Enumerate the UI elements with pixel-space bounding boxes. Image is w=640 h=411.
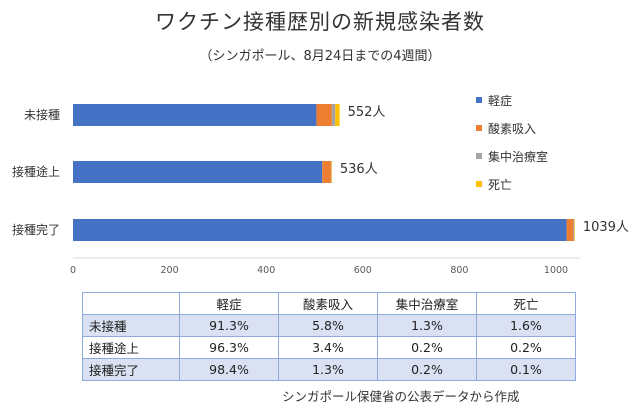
bar-segment	[573, 219, 575, 241]
legend-swatch	[476, 153, 482, 159]
total-data-label: 536人	[340, 162, 378, 177]
legend-label: 集中治療室	[488, 149, 549, 164]
table-header-cell: 酸素吸入	[278, 292, 378, 315]
breakdown-table: 軽症 酸素吸入 集中治療室 死亡 未接種 91.3% 5.8% 1.3% 1.6…	[82, 292, 576, 381]
table-cell: 0.2%	[476, 336, 576, 359]
table-cell: 1.3%	[377, 314, 477, 337]
table-cell: 3.4%	[278, 336, 378, 359]
table-row-label: 接種途上	[82, 336, 180, 359]
table-cell: 1.6%	[476, 314, 576, 337]
x-tick-label: 800	[450, 265, 468, 276]
y-category-label: 接種完了	[12, 222, 60, 237]
bar-segment	[73, 161, 323, 183]
table-header-cell: 死亡	[476, 292, 576, 315]
chart-subtitle: （シンガポール、8月24日までの4週間）	[199, 49, 441, 64]
bar-segment	[73, 104, 317, 126]
legend-swatch	[476, 125, 482, 131]
table-header-cell: 集中治療室	[377, 292, 477, 315]
bar-segment	[335, 104, 340, 126]
table-row: 接種完了 98.4% 1.3% 0.2% 0.1%	[82, 358, 576, 381]
legend-item-icu: 集中治療室	[476, 142, 548, 170]
table-cell: 91.3%	[179, 314, 279, 337]
x-tick-label: 1000	[544, 265, 568, 276]
y-category-label: 接種途上	[12, 164, 60, 179]
chart-title: ワクチン接種歴別の新規感染者数	[155, 10, 485, 34]
bar-segment	[73, 219, 567, 241]
table-cell: 5.8%	[278, 314, 378, 337]
legend-item-death: 死亡	[476, 170, 548, 198]
legend-item-mild: 軽症	[476, 86, 548, 114]
source-note: シンガポール保健省の公表データから作成	[282, 389, 520, 404]
table-cell: 0.2%	[377, 358, 477, 381]
table-row: 接種途上 96.3% 3.4% 0.2% 0.2%	[82, 336, 576, 359]
x-tick-label: 600	[354, 265, 372, 276]
table-header-row: 軽症 酸素吸入 集中治療室 死亡	[82, 292, 576, 315]
table-header-cell: 軽症	[179, 292, 279, 315]
table-row-label: 接種完了	[82, 358, 180, 381]
table-row: 未接種 91.3% 5.8% 1.3% 1.6%	[82, 314, 576, 337]
table-cell: 96.3%	[179, 336, 279, 359]
table-header-cell	[82, 292, 180, 315]
legend-swatch	[476, 97, 482, 103]
legend-label: 酸素吸入	[488, 121, 537, 136]
legend-item-oxygen: 酸素吸入	[476, 114, 548, 142]
legend-label: 軽症	[488, 93, 513, 108]
x-tick-label: 200	[161, 265, 179, 276]
bar-segment	[322, 161, 331, 183]
y-category-label: 未接種	[24, 107, 60, 122]
table-cell: 0.1%	[476, 358, 576, 381]
bar-segment	[331, 104, 336, 126]
total-data-label: 1039人	[583, 220, 629, 235]
legend: 軽症 酸素吸入 集中治療室 死亡	[476, 86, 548, 198]
table-cell: 98.4%	[179, 358, 279, 381]
legend-label: 死亡	[488, 177, 513, 192]
bar-segment	[316, 104, 332, 126]
legend-swatch	[476, 181, 482, 187]
bar-segment	[566, 219, 574, 241]
table-row-label: 未接種	[82, 314, 180, 337]
table-cell: 0.2%	[377, 336, 477, 359]
table-cell: 1.3%	[278, 358, 378, 381]
total-data-label: 552人	[348, 105, 386, 120]
x-tick-label: 0	[70, 265, 76, 276]
x-tick-label: 400	[257, 265, 275, 276]
